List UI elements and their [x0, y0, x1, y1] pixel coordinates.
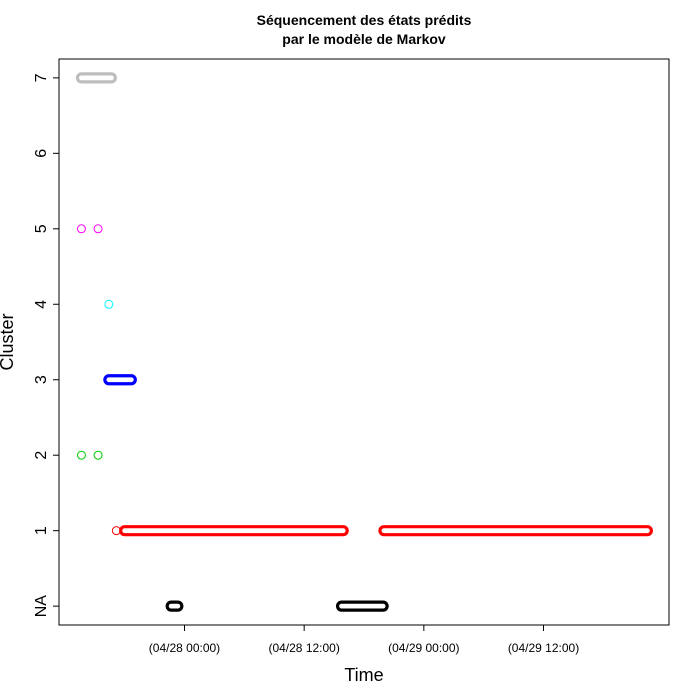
x-tick-label: (04/29 00:00): [388, 641, 459, 655]
y-tick-label: 3: [33, 375, 50, 384]
series-state-1: [111, 525, 653, 537]
point-run: [119, 525, 349, 537]
x-axis-title: Time: [344, 665, 383, 685]
y-tick-label: 5: [33, 224, 50, 233]
x-tick-label: (04/28 00:00): [149, 641, 220, 655]
point: [93, 224, 103, 234]
y-tick-label: 7: [33, 73, 50, 82]
y-tick-label: 2: [33, 451, 50, 460]
series-state-4: [104, 299, 114, 309]
point-run: [75, 72, 117, 84]
y-tick-label: 1: [33, 526, 50, 535]
point-run: [378, 525, 653, 537]
x-tick-label: (04/29 12:00): [508, 641, 579, 655]
series-state-3: [103, 374, 137, 386]
y-axis: NA 1 2 3 4 5 6 7: [33, 73, 60, 618]
chart-title-line-2: par le modèle de Markov: [282, 31, 446, 47]
point-run: [103, 374, 137, 386]
y-tick-label: 4: [33, 300, 50, 309]
point: [76, 224, 86, 234]
point-run: [335, 600, 389, 612]
x-axis: (04/28 00:00) (04/28 12:00) (04/29 00:00) (…: [149, 624, 579, 655]
y-tick-label: 6: [33, 149, 50, 158]
y-tick-label: NA: [33, 595, 50, 618]
point: [104, 299, 114, 309]
series-state-7: [75, 72, 117, 84]
point: [76, 450, 86, 460]
series-state-5: [76, 224, 103, 234]
chart-title-line-1: Séquencement des états prédits: [257, 12, 472, 28]
point-run: [165, 600, 184, 612]
series-state-NA: [165, 600, 389, 612]
y-axis-title: Cluster: [0, 313, 17, 370]
point: [93, 450, 103, 460]
series-state-2: [76, 450, 103, 460]
plot-area: [75, 72, 653, 612]
x-tick-label: (04/28 12:00): [268, 641, 339, 655]
plot-frame: [58, 58, 670, 626]
